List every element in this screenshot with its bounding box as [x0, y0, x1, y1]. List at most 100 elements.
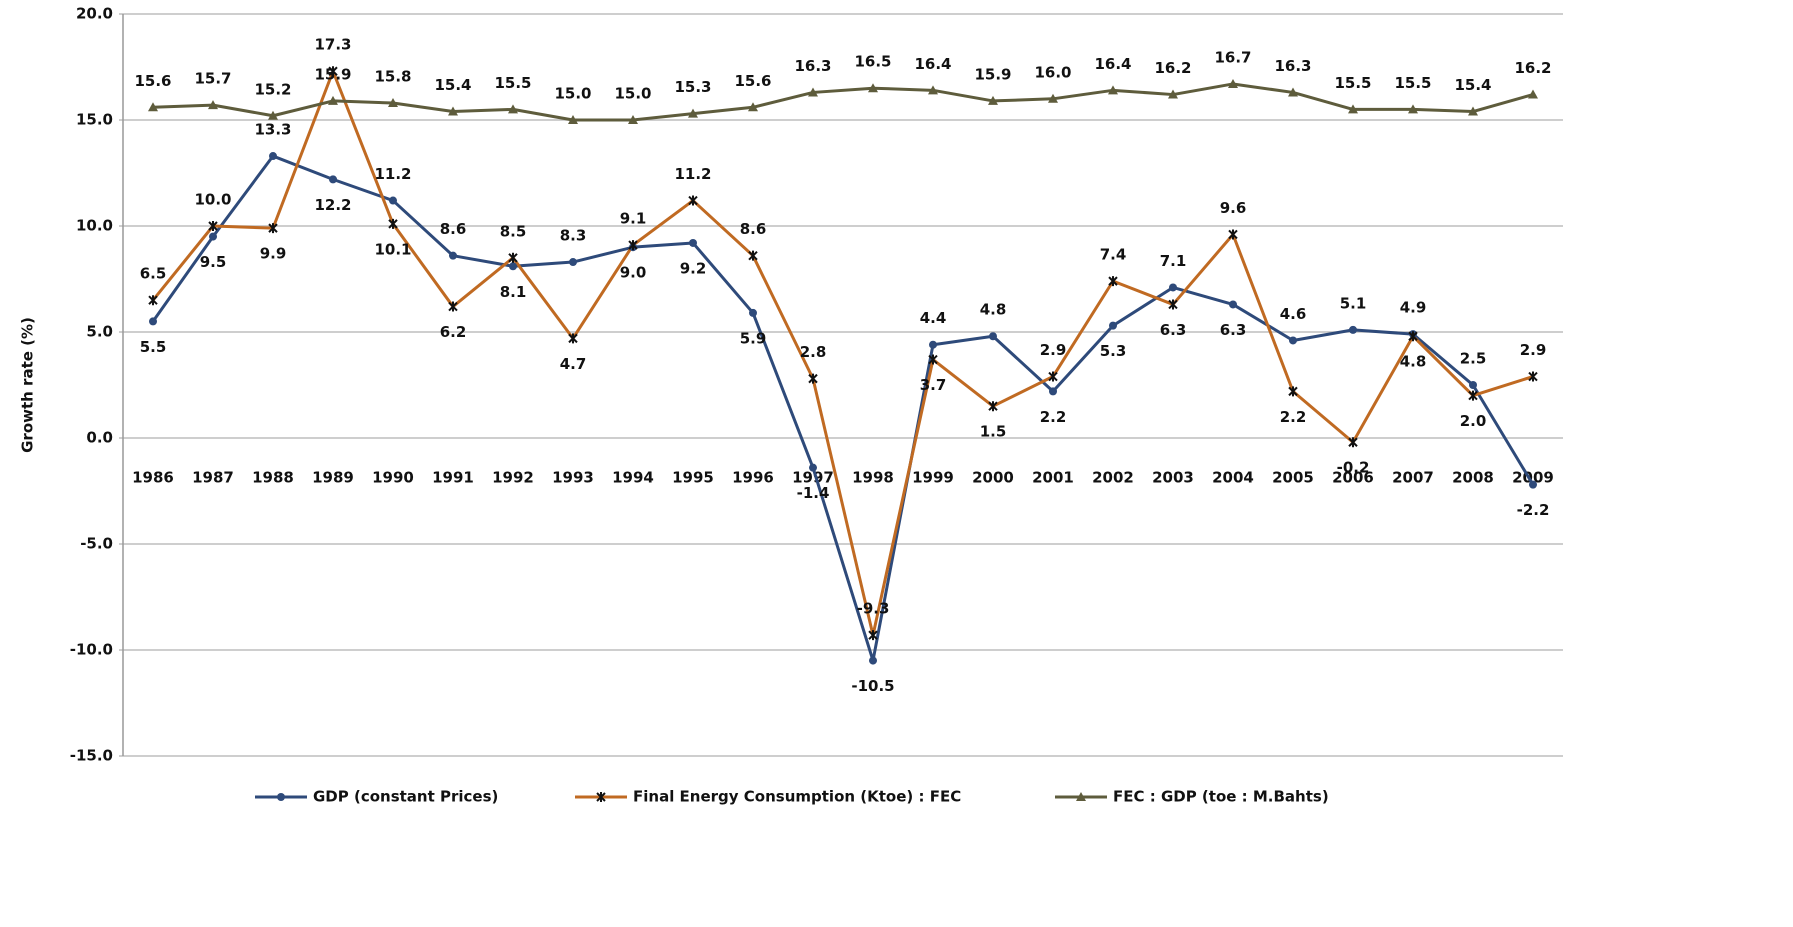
- data-label: 9.1: [620, 210, 647, 228]
- point: [508, 104, 518, 114]
- data-label: 7.1: [1160, 252, 1187, 270]
- point: [596, 792, 606, 802]
- point: [748, 102, 758, 112]
- point: [1288, 386, 1298, 397]
- y-tick-label: 20.0: [76, 5, 113, 23]
- data-label: 9.9: [260, 245, 287, 263]
- point: [688, 108, 698, 118]
- data-label: 15.3: [674, 78, 711, 96]
- point: [209, 232, 217, 241]
- data-label: 15.0: [554, 85, 591, 103]
- data-label: 2.2: [1040, 408, 1067, 426]
- x-tick-label: 2000: [972, 469, 1014, 487]
- x-tick-label: 1993: [552, 469, 594, 487]
- x-tick-label: 1996: [732, 469, 774, 487]
- series-line: [151, 154, 1535, 663]
- data-label: 8.6: [740, 220, 767, 238]
- x-tick-label: 1987: [192, 469, 234, 487]
- x-tick-label: 2009: [1512, 469, 1554, 487]
- data-label: 17.3: [314, 36, 351, 54]
- x-tick-label: 2005: [1272, 469, 1314, 487]
- point: [208, 221, 218, 231]
- x-tick-label: 1990: [372, 469, 414, 487]
- point: [269, 152, 277, 161]
- data-label: 15.9: [974, 65, 1011, 83]
- data-label: 2.5: [1460, 350, 1487, 368]
- y-tick-label: -15.0: [70, 747, 113, 765]
- data-label: 2.9: [1520, 341, 1547, 359]
- data-label: 8.3: [560, 227, 587, 245]
- data-label: 9.5: [200, 253, 227, 271]
- y-tick-label: 15.0: [76, 111, 113, 129]
- point: [568, 115, 578, 124]
- point: [1168, 89, 1178, 99]
- point: [628, 115, 638, 124]
- x-tick-label: 1998: [852, 469, 894, 487]
- data-label: 5.5: [140, 338, 167, 356]
- data-label: 15.9: [314, 65, 351, 83]
- data-label: -9.3: [857, 600, 890, 618]
- legend-item: GDP (constant Prices): [255, 788, 498, 806]
- point: [148, 102, 158, 112]
- data-label: 15.8: [374, 68, 411, 86]
- point: [869, 656, 877, 665]
- point: [808, 87, 818, 97]
- y-tick-label: 10.0: [76, 217, 113, 235]
- legend-label: FEC : GDP (toe : M.Bahts): [1113, 788, 1329, 806]
- series-line: [151, 69, 1534, 637]
- data-label: 4.8: [1400, 353, 1427, 371]
- data-label: 2.0: [1460, 412, 1487, 430]
- data-label: 15.2: [254, 80, 291, 98]
- point: [1228, 229, 1238, 240]
- point: [1289, 336, 1297, 345]
- data-label: 3.7: [920, 376, 947, 394]
- data-label: 15.6: [734, 72, 771, 90]
- point: [268, 223, 278, 234]
- point: [208, 100, 218, 110]
- x-tick-label: 1997: [792, 469, 834, 487]
- point: [568, 333, 578, 344]
- data-label: 16.7: [1214, 48, 1251, 66]
- data-label: 8.6: [440, 220, 467, 238]
- data-label: 10.1: [374, 240, 411, 258]
- data-label: 2.2: [1280, 408, 1307, 426]
- point: [1468, 390, 1478, 401]
- x-tick-label: 2008: [1452, 469, 1494, 487]
- data-label: 16.5: [854, 53, 891, 71]
- data-label: 4.7: [560, 355, 587, 373]
- point: [1469, 381, 1477, 389]
- point: [328, 66, 338, 77]
- point: [988, 95, 998, 105]
- point: [329, 175, 337, 184]
- data-label: -0.2: [1337, 459, 1370, 477]
- point: [1229, 300, 1237, 309]
- data-label: 4.8: [980, 301, 1007, 319]
- x-tick-label: 2006: [1332, 469, 1374, 487]
- data-label: 15.4: [434, 76, 471, 94]
- point: [868, 83, 878, 93]
- data-label: 4.4: [920, 309, 947, 327]
- data-label: 6.3: [1160, 321, 1187, 339]
- x-tick-label: 2001: [1032, 469, 1074, 487]
- x-tick-label: 1995: [672, 469, 714, 487]
- point: [1468, 106, 1478, 116]
- x-tick-label: 1991: [432, 469, 474, 487]
- point: [808, 373, 818, 384]
- point: [868, 630, 878, 641]
- point: [149, 317, 157, 326]
- point: [509, 262, 517, 271]
- point: [328, 95, 338, 105]
- data-label: -1.4: [797, 484, 830, 502]
- data-label: 6.5: [140, 265, 167, 283]
- point: [988, 401, 998, 412]
- data-label: 7.4: [1100, 246, 1127, 264]
- x-tick-label: 1992: [492, 469, 534, 487]
- point: [1076, 792, 1086, 801]
- data-label: 8.5: [500, 222, 527, 240]
- y-tick-label: 5.0: [86, 323, 113, 341]
- point: [1169, 283, 1177, 292]
- legend-label: GDP (constant Prices): [313, 788, 498, 806]
- point: [1529, 480, 1537, 489]
- point: [1349, 325, 1357, 334]
